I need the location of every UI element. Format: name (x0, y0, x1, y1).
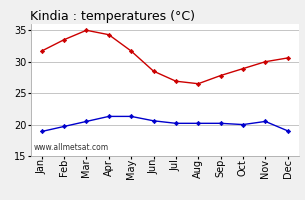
Text: www.allmetsat.com: www.allmetsat.com (33, 143, 108, 152)
Text: Kindia : temperatures (°C): Kindia : temperatures (°C) (30, 10, 196, 23)
